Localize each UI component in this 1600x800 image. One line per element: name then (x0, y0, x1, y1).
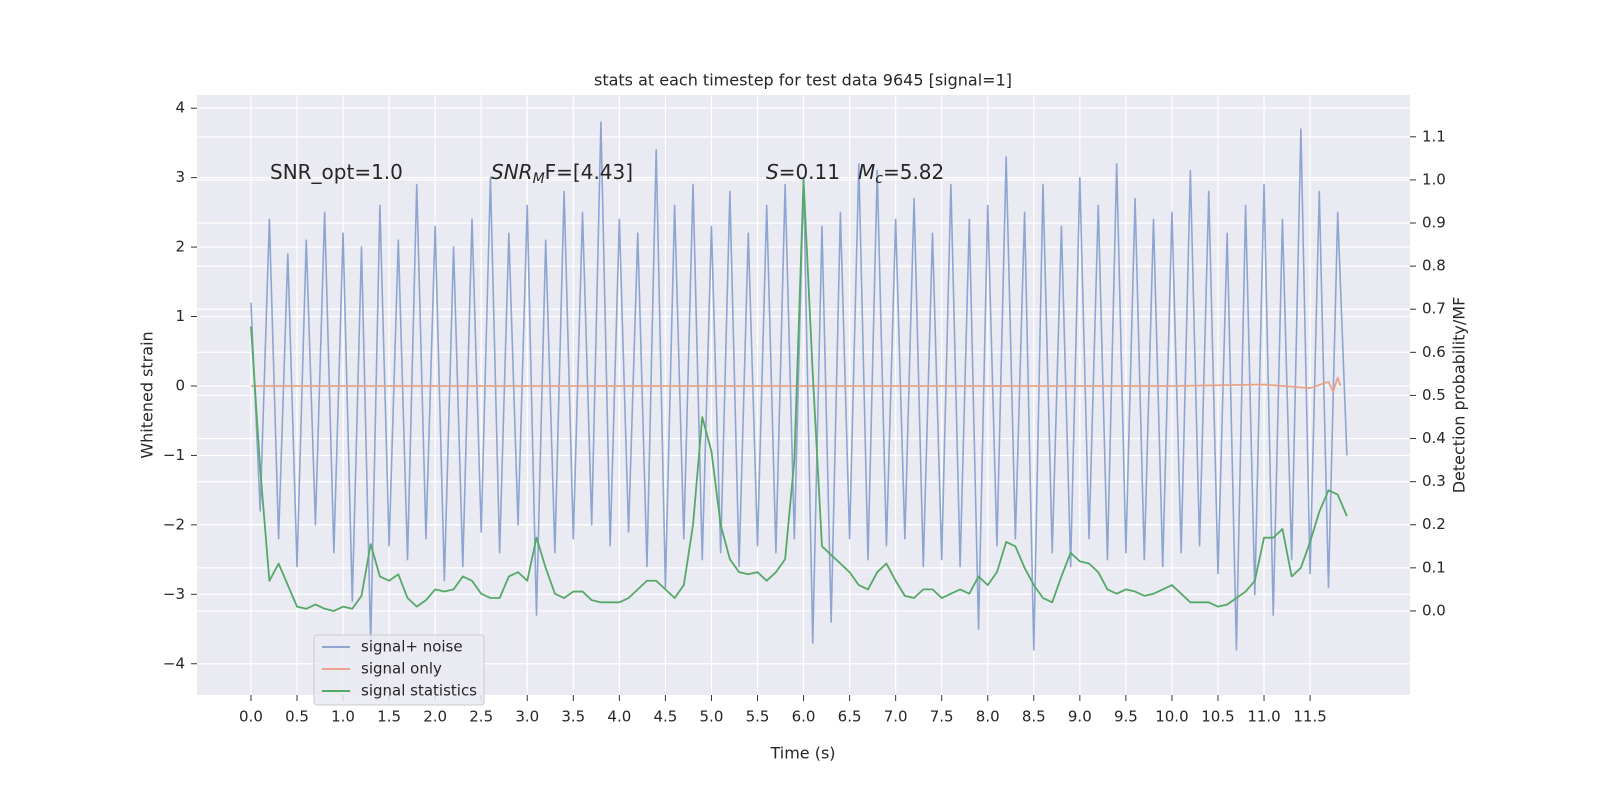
x-tick-label: 3.5 (561, 708, 585, 726)
series-line (250, 376, 1342, 393)
annotation-tail: =0.11 (779, 160, 840, 184)
y-tick-label: −1 (163, 446, 185, 464)
legend-label: signal only (361, 660, 442, 678)
x-tick-label: 9.5 (1114, 708, 1138, 726)
annotation: SNR_opt=1.0 (270, 160, 403, 184)
x-tick-label: 6.0 (792, 708, 816, 726)
legend-label: signal statistics (361, 682, 477, 700)
x-tick-label: 7.5 (930, 708, 954, 726)
x-tick-label: 10.5 (1201, 708, 1234, 726)
grid: −4 −3 −2 −1 0 1 2 3 4 0.0 0.1 0.2 0.3 0.4 0.5 0.6 0.7 0.8… (163, 95, 1446, 726)
annotation-base: S (766, 160, 779, 184)
y2-tick-label: 0.8 (1422, 257, 1446, 275)
y-tick-label: −3 (163, 585, 185, 603)
y2-tick-label: 0.3 (1422, 472, 1446, 490)
annotation-base: SNR (491, 160, 533, 184)
y2-tick-label: 0.7 (1422, 300, 1446, 318)
x-tick-label: 9.0 (1068, 708, 1092, 726)
annotation-text: SNR_opt=1.0 (270, 160, 403, 184)
x-tick-label: 8.0 (976, 708, 1000, 726)
y2-tick-label: 1.1 (1422, 127, 1446, 145)
x-tick-label: 4.0 (607, 708, 631, 726)
series-line (250, 179, 1348, 612)
x-tick-label: 6.5 (838, 708, 862, 726)
annotation-tail: F=[4.43] (545, 160, 633, 184)
x-tick-label: 8.5 (1022, 708, 1046, 726)
legend-label: signal+ noise (361, 638, 463, 656)
x-tick-label: 2.0 (423, 708, 447, 726)
legend-box (313, 634, 485, 706)
y2-axis-label: Detection probability/MF (1450, 297, 1469, 494)
marks (250, 121, 1348, 651)
y2-tick-label: 0.5 (1422, 386, 1446, 404)
overlay: SNR_opt=1.0 SNRMF=[4.43] S=0.11 Mc=5.82sign… (270, 160, 944, 706)
y-tick-label: −2 (163, 515, 185, 533)
y2-tick-label: 0.2 (1422, 515, 1446, 533)
x-tick-label: 7.0 (884, 708, 908, 726)
y2-tick-label: 0.1 (1422, 558, 1446, 576)
y2-tick-label: 0.0 (1422, 601, 1446, 619)
y2-tick-label: 0.6 (1422, 343, 1446, 361)
x-tick-label: 5.5 (746, 708, 770, 726)
x-tick-label: 2.5 (469, 708, 493, 726)
y2-tick-label: 0.4 (1422, 429, 1446, 447)
annotation-base: M (858, 160, 875, 184)
x-axis-label: Time (s) (769, 744, 835, 763)
annotation-sub: c (875, 171, 883, 187)
y-axis-label: Whitened strain (138, 331, 157, 458)
chart-title: stats at each timestep for test data 964… (594, 71, 1012, 90)
x-tick-label: 10.0 (1155, 708, 1188, 726)
y2-tick-label: 0.9 (1422, 214, 1446, 232)
annotation-tail: =5.82 (883, 160, 944, 184)
x-tick-label: 3.0 (515, 708, 539, 726)
x-tick-label: 0.0 (239, 708, 263, 726)
y-tick-label: 3 (175, 168, 185, 186)
y-tick-label: 1 (175, 307, 185, 325)
annotation: Mc=5.82 (858, 160, 944, 188)
annotation: SNRMF=[4.43] (491, 160, 633, 188)
x-tick-label: 0.5 (285, 708, 309, 726)
y-tick-label: 0 (175, 376, 185, 394)
x-tick-label: 5.0 (700, 708, 724, 726)
annotation: S=0.11 (766, 160, 840, 184)
x-tick-label: 11.0 (1247, 708, 1280, 726)
y2-tick-label: 1.0 (1422, 170, 1446, 188)
x-tick-label: 4.5 (653, 708, 677, 726)
series-line (250, 121, 1348, 651)
y-tick-label: −4 (163, 654, 185, 672)
x-tick-label: 1.5 (377, 708, 401, 726)
x-tick-label: 11.5 (1293, 708, 1326, 726)
y-tick-label: 4 (175, 99, 185, 117)
y-tick-label: 2 (175, 238, 185, 256)
x-tick-label: 1.0 (331, 708, 355, 726)
annotation-sub: M (533, 171, 545, 187)
